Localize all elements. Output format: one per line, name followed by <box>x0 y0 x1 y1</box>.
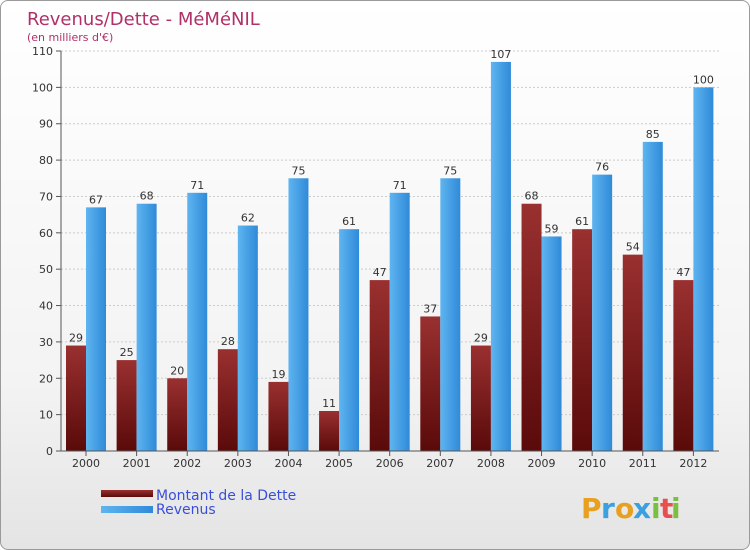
bar-revenus-label: 100 <box>693 73 714 86</box>
bar-debt-label: 20 <box>170 364 184 377</box>
bar-debt-label: 61 <box>575 215 589 228</box>
y-tick-label: 90 <box>39 118 53 131</box>
bar-revenus <box>389 192 410 451</box>
y-axis-ticks: 0 10 20 30 40 50 60 70 80 90 100 110 <box>32 45 62 458</box>
bar-revenus <box>440 178 461 452</box>
bar-debt <box>66 345 86 451</box>
y-tick-label: 110 <box>32 45 53 58</box>
x-tick-label: 2001 <box>123 457 151 470</box>
bar-debt-label: 68 <box>525 190 539 203</box>
bar-revenus <box>541 236 562 451</box>
x-tick-label: 2009 <box>528 457 556 470</box>
y-tick-label: 70 <box>39 190 53 203</box>
chart-subtitle: (en milliers d'€) <box>27 31 113 44</box>
bar-debt-label: 47 <box>676 266 690 279</box>
bar-revenus-label: 75 <box>443 164 457 177</box>
x-tick-label: 2003 <box>224 457 252 470</box>
x-tick-label: 2005 <box>325 457 353 470</box>
bar-debt <box>217 349 238 451</box>
bar-debt-label: 28 <box>221 335 235 348</box>
bar-debt <box>521 203 542 451</box>
x-tick-label: 2008 <box>477 457 505 470</box>
logo-letter: i <box>651 492 661 525</box>
bar-debt-label: 37 <box>423 302 437 315</box>
bar-revenus-label: 67 <box>89 193 103 206</box>
logo-letter: i <box>671 492 681 525</box>
bar-revenus <box>339 229 360 451</box>
x-tick-label: 2000 <box>72 457 100 470</box>
bar-debt-label: 29 <box>474 332 488 345</box>
logo-letter: r <box>601 492 615 525</box>
bar-debt <box>369 280 390 451</box>
bar-revenus-label: 68 <box>140 190 154 203</box>
bar-revenus-label: 85 <box>646 128 660 141</box>
y-tick-label: 10 <box>39 409 53 422</box>
y-tick-label: 30 <box>39 336 53 349</box>
y-tick-label: 20 <box>39 372 53 385</box>
bar-revenus <box>86 207 106 451</box>
y-tick-label: 40 <box>39 300 53 313</box>
bar-revenus-label: 59 <box>545 222 559 235</box>
bar-revenus <box>237 225 258 451</box>
bar-debt <box>572 229 593 451</box>
bar-debt <box>167 378 188 451</box>
bar-debt <box>420 316 441 451</box>
bar-debt-label: 11 <box>322 397 336 410</box>
chart-title: Revenus/Dette - MéMéNIL <box>27 9 260 30</box>
y-tick-label: 0 <box>46 445 53 458</box>
bar-revenus <box>490 61 511 452</box>
bar-revenus-label: 107 <box>490 48 511 61</box>
y-tick-label: 80 <box>39 154 53 167</box>
bars: 29 67 25 68 20 71 28 62 19 75 11 61 47 71 37 75 29 107 68 5… <box>66 48 714 452</box>
legend-label-debt: Montant de la Dette <box>156 488 296 504</box>
bar-debt <box>470 345 491 451</box>
x-axis-ticks: 2000 2001 2002 2003 2004 2005 2006 2007 2008 2009… <box>61 450 719 470</box>
x-tick-label: 2002 <box>173 457 201 470</box>
bar-revenus <box>187 192 208 451</box>
bar-revenus <box>136 203 157 451</box>
y-tick-label: 60 <box>39 227 53 240</box>
logo-letter: o <box>615 492 634 525</box>
bar-revenus-label: 71 <box>393 179 407 192</box>
y-tick-label: 50 <box>39 263 53 276</box>
x-tick-label: 2011 <box>629 457 657 470</box>
bar-revenus-label: 62 <box>241 212 255 225</box>
bar-revenus <box>592 174 613 452</box>
bar-debt-label: 29 <box>69 332 83 345</box>
bar-revenus <box>693 87 714 451</box>
bar-debt <box>116 360 137 451</box>
x-tick-label: 2004 <box>274 457 302 470</box>
bar-debt-label: 19 <box>271 368 285 381</box>
logo-letter: P <box>581 492 602 525</box>
bar-debt <box>319 411 340 451</box>
bar-debt-label: 25 <box>120 346 134 359</box>
x-tick-label: 2010 <box>578 457 606 470</box>
x-tick-label: 2006 <box>376 457 404 470</box>
bar-debt <box>673 280 694 451</box>
y-tick-label: 100 <box>32 81 53 94</box>
legend-swatch-revenus <box>101 506 153 513</box>
bar-debt-label: 54 <box>626 241 640 254</box>
bar-revenus <box>642 141 663 451</box>
bar-revenus-label: 76 <box>595 161 609 174</box>
bar-revenus-label: 71 <box>190 179 204 192</box>
bar-revenus-label: 75 <box>291 164 305 177</box>
legend-label-revenus: Revenus <box>156 502 216 518</box>
bar-debt <box>268 381 289 451</box>
x-tick-label: 2012 <box>679 457 707 470</box>
logo-letter: x <box>633 492 651 525</box>
legend-swatch-debt <box>101 490 153 497</box>
x-tick-label: 2007 <box>426 457 454 470</box>
bar-revenus-label: 61 <box>342 215 356 228</box>
logo-letter: t <box>660 492 673 525</box>
bar-revenus <box>288 178 309 452</box>
bar-debt <box>622 254 643 451</box>
bar-debt-label: 47 <box>373 266 387 279</box>
